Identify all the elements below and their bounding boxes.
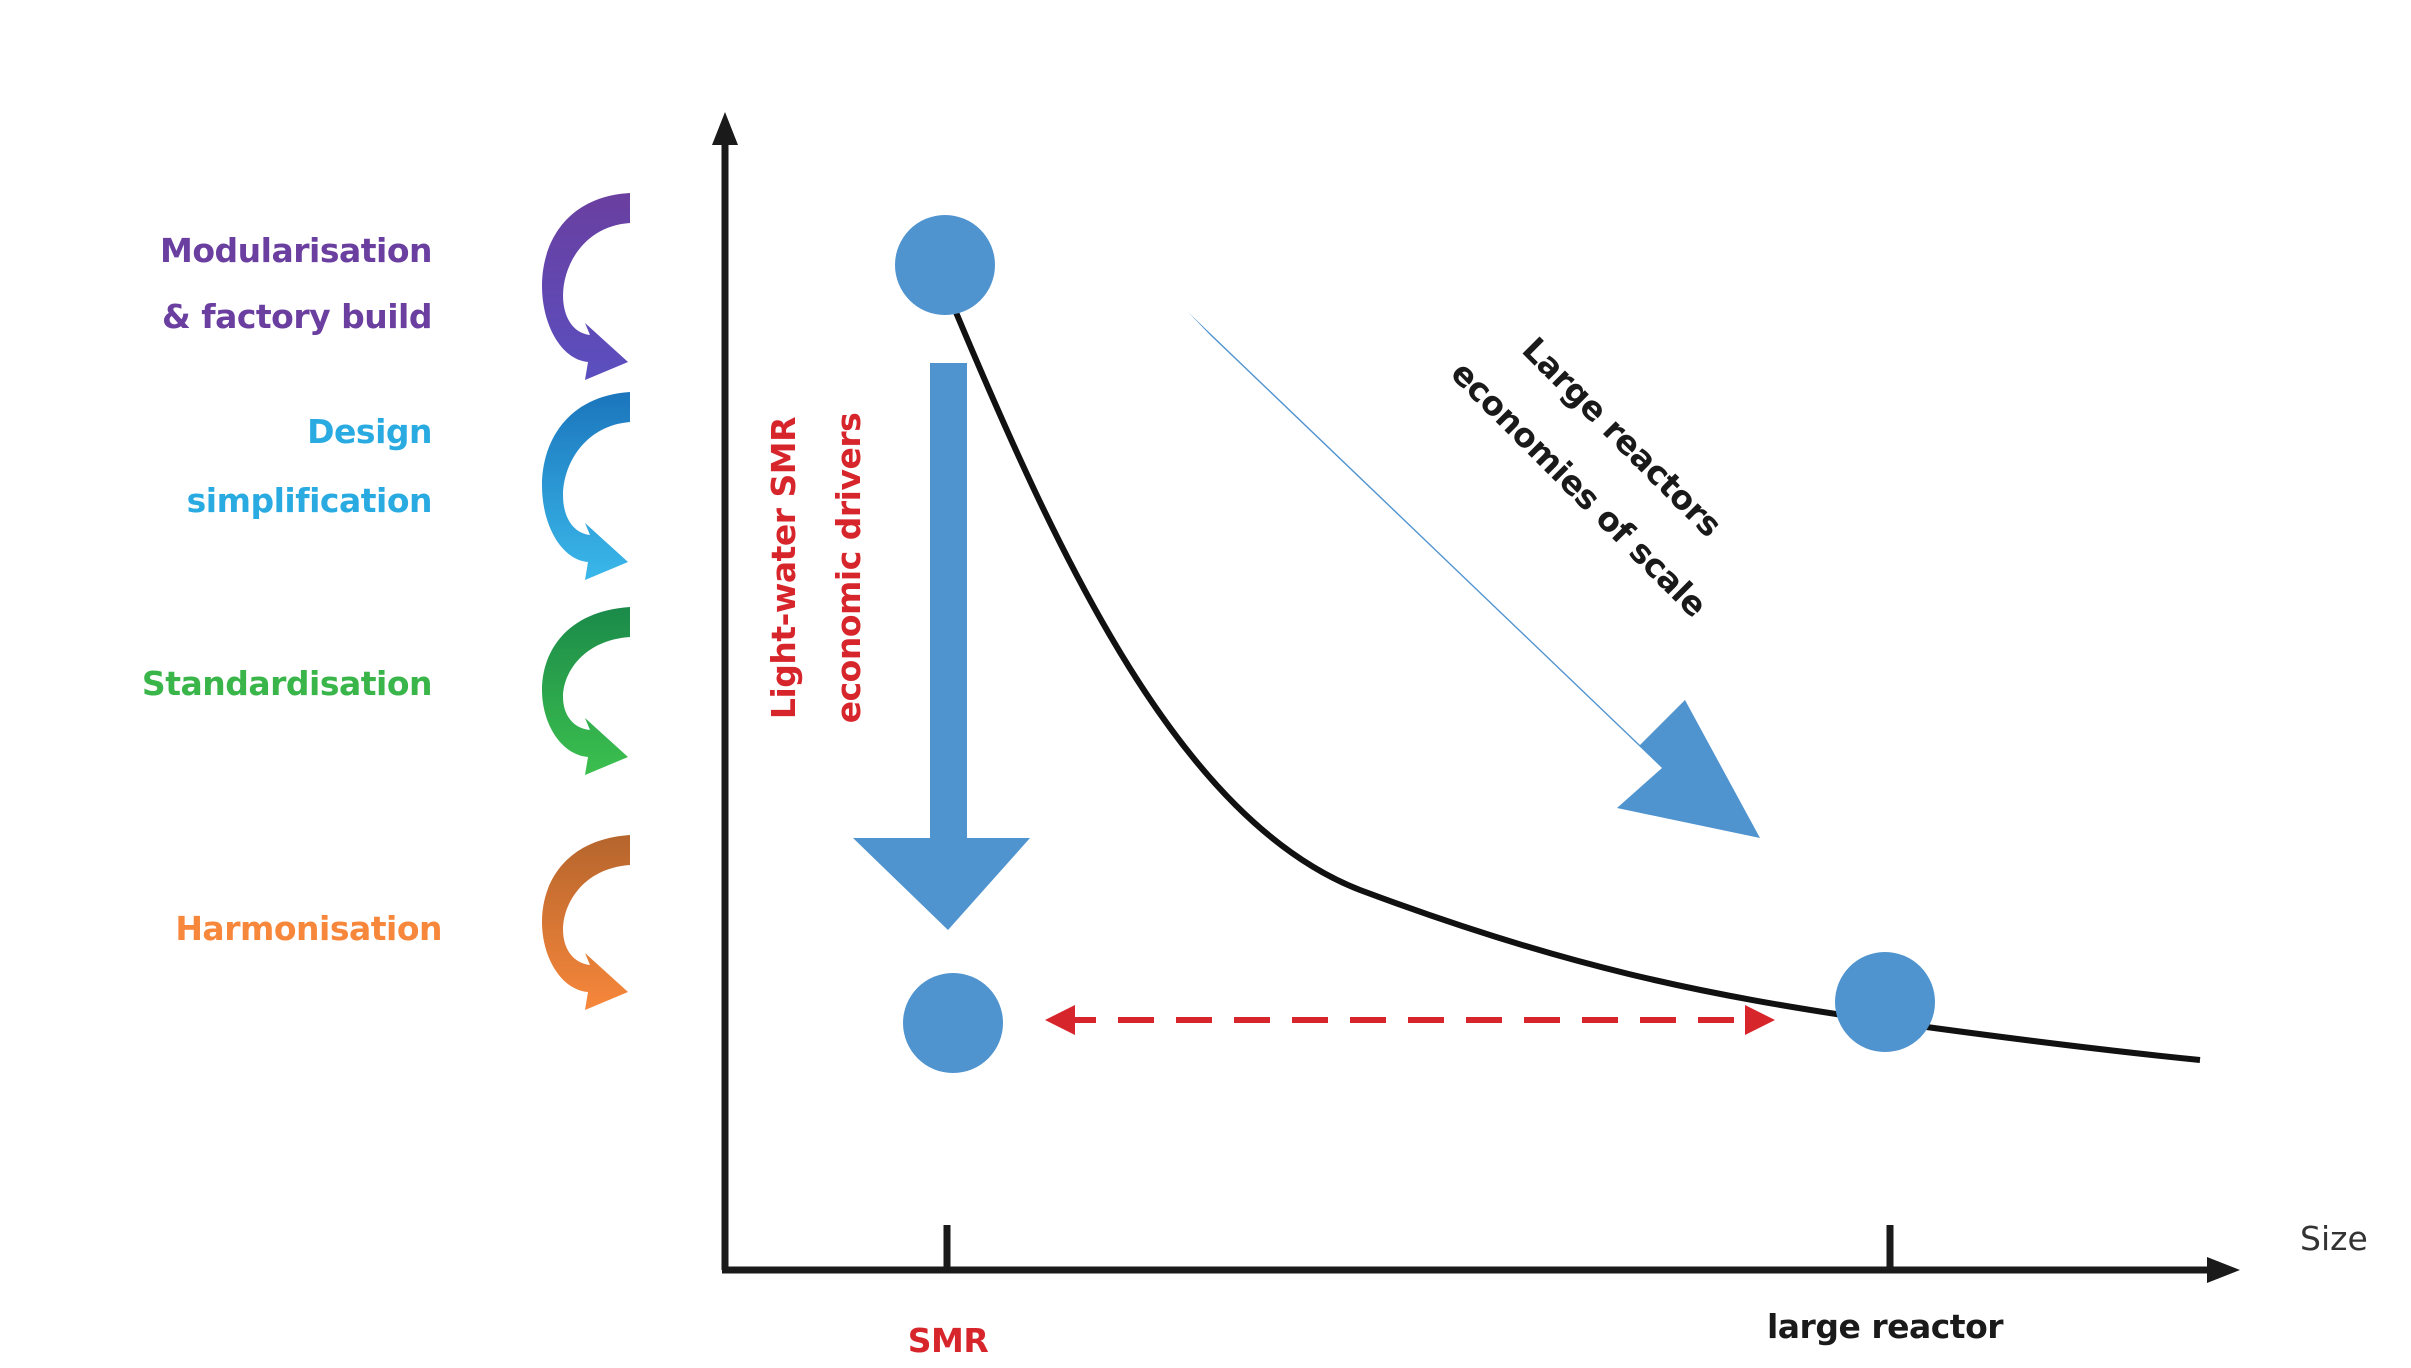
tick-label-large-reactor: large reactor <box>1767 1307 2004 1346</box>
driver-label-harmonisation: Harmonisation <box>175 909 442 948</box>
large-reactor-node <box>1835 952 1935 1052</box>
tick-label-smr: SMR <box>908 1321 989 1360</box>
smr-low-cost-node <box>903 973 1003 1073</box>
driver-arrows <box>541 193 630 1010</box>
driver-labels: Modularisation & factory build Design si… <box>142 231 443 948</box>
economies-of-scale-arrow <box>1188 312 1760 838</box>
x-axis-arrowhead <box>2207 1257 2240 1283</box>
smr-high-cost-node <box>895 215 995 315</box>
curved-arrow-icon <box>541 392 630 580</box>
driver-label-modularisation-line2: & factory build <box>162 297 432 336</box>
smr-drivers-annotation: Light-water SMR <box>764 417 803 719</box>
driver-label-standardisation: Standardisation <box>142 664 432 703</box>
smr-drivers-annotation-2: economic drivers <box>829 413 868 724</box>
cost-curve <box>952 308 2201 1063</box>
curved-arrow-icon <box>541 835 630 1010</box>
x-axis-label: Size <box>2300 1219 2368 1258</box>
driver-label-modularisation-line1: Modularisation <box>160 231 432 270</box>
curved-arrow-icon <box>541 607 630 775</box>
curved-arrow-icon <box>541 193 630 380</box>
driver-label-design-line1: Design <box>307 412 432 451</box>
smr-drivers-line1: Light-water SMR <box>764 417 803 719</box>
axes <box>721 140 2215 1274</box>
y-axis-arrowhead <box>712 112 738 145</box>
smr-down-arrow <box>853 363 1030 930</box>
smr-drivers-line2: economic drivers <box>829 413 868 724</box>
driver-label-design-line2: simplification <box>187 481 432 520</box>
